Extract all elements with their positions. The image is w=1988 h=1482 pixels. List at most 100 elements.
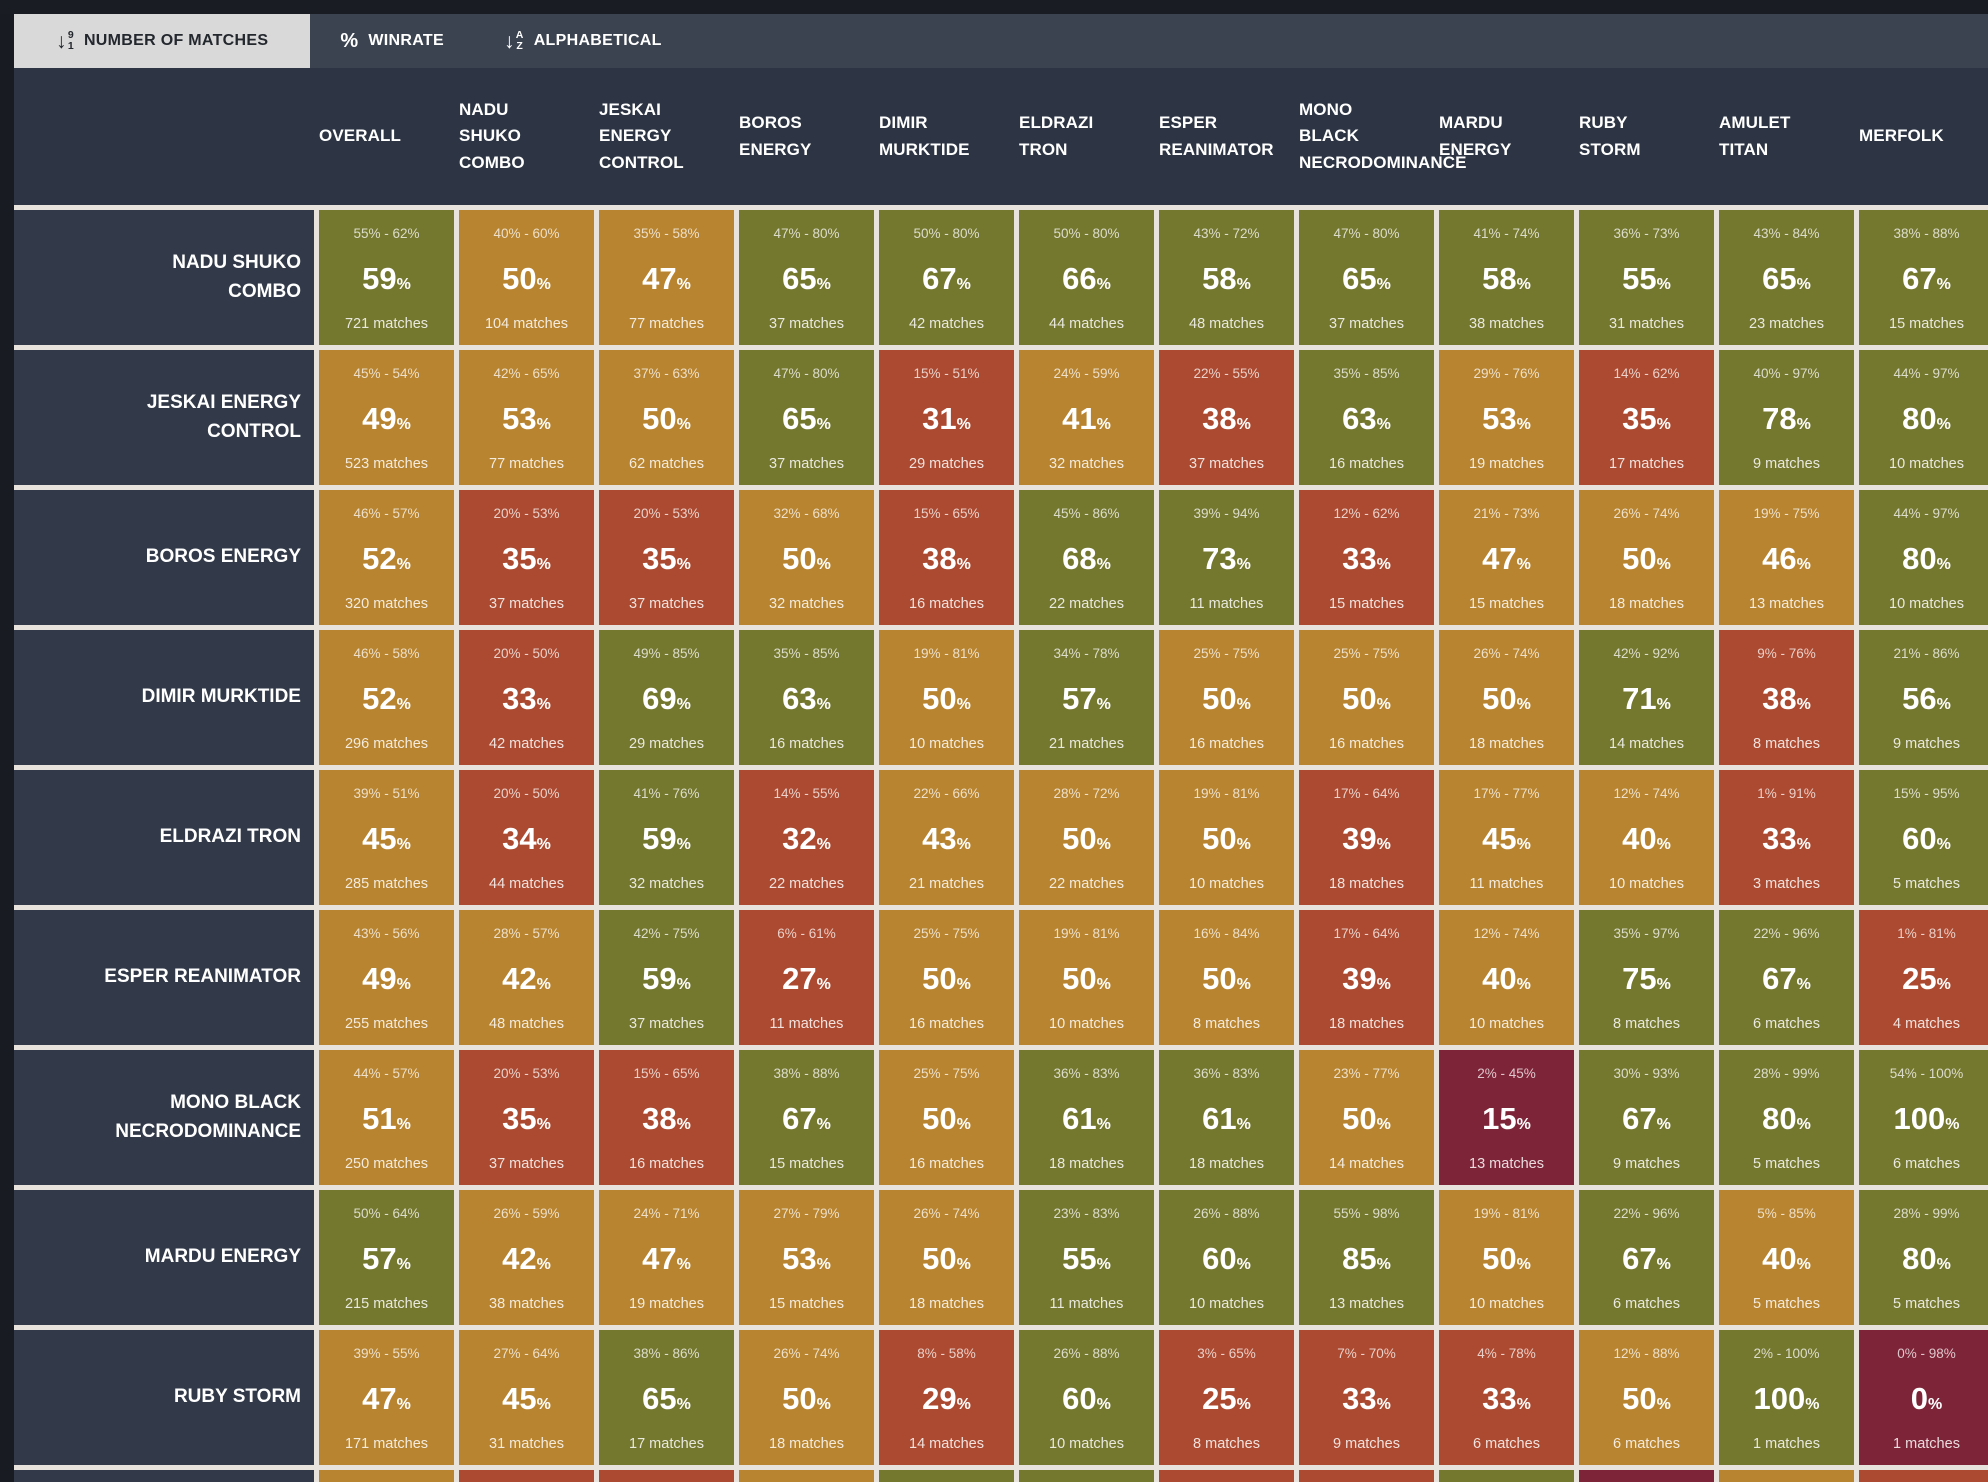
sort-by-winrate-button[interactable]: % WINRATE — [310, 14, 474, 68]
matchup-cell[interactable]: 27% - 79% 53% 15 matches — [739, 1190, 874, 1325]
row-label[interactable] — [14, 1470, 314, 1482]
matchup-cell[interactable] — [319, 1470, 454, 1482]
matchup-cell[interactable] — [1439, 1470, 1574, 1482]
matchup-cell[interactable]: 4% - 78% 33% 6 matches — [1439, 1330, 1574, 1465]
matchup-cell[interactable]: 26% - 74% 50% 18 matches — [739, 1330, 874, 1465]
matchup-cell[interactable]: 20% - 50% 34% 44 matches — [459, 770, 594, 905]
matchup-cell[interactable]: 42% - 75% 59% 37 matches — [599, 910, 734, 1045]
matchup-cell[interactable]: 20% - 53% 35% 37 matches — [459, 1050, 594, 1185]
matchup-cell[interactable]: 34% - 78% 57% 21 matches — [1019, 630, 1154, 765]
matchup-cell[interactable]: 28% - 99% 80% 5 matches — [1719, 1050, 1854, 1185]
matchup-cell[interactable]: 1% - 91% 33% 3 matches — [1719, 770, 1854, 905]
matchup-cell[interactable]: 17% - 64% 39% 18 matches — [1299, 910, 1434, 1045]
matchup-cell[interactable]: 55% - 62% 59% 721 matches — [319, 210, 454, 345]
matchup-cell[interactable]: 46% - 58% 52% 296 matches — [319, 630, 454, 765]
column-header[interactable]: NADU SHUKO COMBO — [459, 68, 599, 205]
matchup-cell[interactable]: 15% - 95% 60% 5 matches — [1859, 770, 1988, 905]
matchup-cell[interactable]: 27% - 64% 45% 31 matches — [459, 1330, 594, 1465]
matchup-cell[interactable] — [1859, 1470, 1988, 1482]
matchup-cell[interactable]: 44% - 97% 80% 10 matches — [1859, 350, 1988, 485]
matchup-cell[interactable]: 12% - 74% 40% 10 matches — [1579, 770, 1714, 905]
column-header[interactable]: BOROS ENERGY — [739, 68, 879, 205]
matchup-cell[interactable]: 0% - 98% 0% 1 matches — [1859, 1330, 1988, 1465]
matchup-cell[interactable]: 28% - 57% 42% 48 matches — [459, 910, 594, 1045]
matchup-cell[interactable]: 26% - 88% 60% 10 matches — [1019, 1330, 1154, 1465]
matchup-cell[interactable]: 25% - 75% 50% 16 matches — [879, 910, 1014, 1045]
matchup-cell[interactable] — [1019, 1470, 1154, 1482]
matchup-cell[interactable]: 47% - 80% 65% 37 matches — [739, 350, 874, 485]
matchup-cell[interactable]: 45% - 86% 68% 22 matches — [1019, 490, 1154, 625]
matchup-cell[interactable]: 19% - 81% 50% 10 matches — [879, 630, 1014, 765]
matchup-cell[interactable]: 39% - 55% 47% 171 matches — [319, 1330, 454, 1465]
matchup-cell[interactable]: 16% - 84% 50% 8 matches — [1159, 910, 1294, 1045]
matchup-cell[interactable]: 50% - 80% 67% 42 matches — [879, 210, 1014, 345]
matchup-cell[interactable]: 21% - 73% 47% 15 matches — [1439, 490, 1574, 625]
matchup-cell[interactable]: 30% - 93% 67% 9 matches — [1579, 1050, 1714, 1185]
matchup-cell[interactable]: 50% - 80% 66% 44 matches — [1019, 210, 1154, 345]
matchup-cell[interactable]: 22% - 96% 67% 6 matches — [1579, 1190, 1714, 1325]
row-label[interactable]: ESPER REANIMATOR — [14, 910, 314, 1045]
matchup-cell[interactable]: 43% - 72% 58% 48 matches — [1159, 210, 1294, 345]
matchup-cell[interactable]: 3% - 65% 25% 8 matches — [1159, 1330, 1294, 1465]
matchup-cell[interactable]: 2% - 45% 15% 13 matches — [1439, 1050, 1574, 1185]
matchup-cell[interactable]: 35% - 58% 47% 77 matches — [599, 210, 734, 345]
matchup-cell[interactable]: 22% - 55% 38% 37 matches — [1159, 350, 1294, 485]
matchup-cell[interactable]: 6% - 61% 27% 11 matches — [739, 910, 874, 1045]
matchup-cell[interactable] — [739, 1470, 874, 1482]
row-label[interactable]: NADU SHUKO COMBO — [14, 210, 314, 345]
column-header[interactable]: DIMIR MURKTIDE — [879, 68, 1019, 205]
matchup-cell[interactable]: 26% - 74% 50% 18 matches — [1439, 630, 1574, 765]
matchup-cell[interactable]: 14% - 62% 35% 17 matches — [1579, 350, 1714, 485]
matchup-cell[interactable]: 26% - 74% 50% 18 matches — [1579, 490, 1714, 625]
matchup-cell[interactable]: 37% - 63% 50% 62 matches — [599, 350, 734, 485]
matchup-cell[interactable]: 25% - 75% 50% 16 matches — [1159, 630, 1294, 765]
matchup-cell[interactable] — [879, 1470, 1014, 1482]
matchup-cell[interactable]: 50% - 64% 57% 215 matches — [319, 1190, 454, 1325]
matchup-cell[interactable]: 26% - 74% 50% 18 matches — [879, 1190, 1014, 1325]
column-header[interactable]: RUBY STORM — [1579, 68, 1719, 205]
matchup-cell[interactable]: 35% - 85% 63% 16 matches — [739, 630, 874, 765]
matchup-cell[interactable]: 41% - 74% 58% 38 matches — [1439, 210, 1574, 345]
matchup-cell[interactable]: 36% - 83% 61% 18 matches — [1019, 1050, 1154, 1185]
matchup-cell[interactable]: 17% - 64% 39% 18 matches — [1299, 770, 1434, 905]
matchup-cell[interactable]: 22% - 66% 43% 21 matches — [879, 770, 1014, 905]
matchup-cell[interactable]: 22% - 96% 67% 6 matches — [1719, 910, 1854, 1045]
matchup-cell[interactable]: 44% - 57% 51% 250 matches — [319, 1050, 454, 1185]
matchup-cell[interactable]: 38% - 88% 67% 15 matches — [1859, 210, 1988, 345]
matchup-cell[interactable]: 25% - 75% 50% 16 matches — [879, 1050, 1014, 1185]
sort-by-matches-button[interactable]: ↓ 9 1 NUMBER OF MATCHES — [14, 14, 311, 68]
matchup-cell[interactable]: 25% - 75% 50% 16 matches — [1299, 630, 1434, 765]
matchup-cell[interactable]: 12% - 88% 50% 6 matches — [1579, 1330, 1714, 1465]
matchup-cell[interactable]: 40% - 97% 78% 9 matches — [1719, 350, 1854, 485]
matchup-cell[interactable]: 1% - 81% 25% 4 matches — [1859, 910, 1988, 1045]
matchup-cell[interactable]: 39% - 94% 73% 11 matches — [1159, 490, 1294, 625]
row-label[interactable]: RUBY STORM — [14, 1330, 314, 1465]
matchup-cell[interactable]: 19% - 81% 50% 10 matches — [1159, 770, 1294, 905]
row-label[interactable]: BOROS ENERGY — [14, 490, 314, 625]
matchup-cell[interactable]: 55% - 98% 85% 13 matches — [1299, 1190, 1434, 1325]
matchup-cell[interactable] — [599, 1470, 734, 1482]
column-header[interactable]: MERFOLK — [1859, 68, 1988, 205]
matchup-cell[interactable]: 14% - 55% 32% 22 matches — [739, 770, 874, 905]
matchup-cell[interactable]: 36% - 73% 55% 31 matches — [1579, 210, 1714, 345]
matchup-cell[interactable]: 23% - 83% 55% 11 matches — [1019, 1190, 1154, 1325]
matchup-cell[interactable]: 20% - 53% 35% 37 matches — [459, 490, 594, 625]
column-header[interactable]: OVERALL — [319, 68, 459, 205]
matchup-cell[interactable]: 46% - 57% 52% 320 matches — [319, 490, 454, 625]
column-header[interactable]: MARDU ENERGY — [1439, 68, 1579, 205]
matchup-cell[interactable]: 47% - 80% 65% 37 matches — [1299, 210, 1434, 345]
matchup-cell[interactable]: 19% - 81% 50% 10 matches — [1439, 1190, 1574, 1325]
matchup-cell[interactable]: 43% - 56% 49% 255 matches — [319, 910, 454, 1045]
column-header[interactable]: JESKAI ENERGY CONTROL — [599, 68, 739, 205]
matchup-cell[interactable]: 20% - 53% 35% 37 matches — [599, 490, 734, 625]
matchup-cell[interactable]: 35% - 97% 75% 8 matches — [1579, 910, 1714, 1045]
matchup-cell[interactable]: 24% - 59% 41% 32 matches — [1019, 350, 1154, 485]
matchup-cell[interactable]: 21% - 86% 56% 9 matches — [1859, 630, 1988, 765]
row-label[interactable]: MARDU ENERGY — [14, 1190, 314, 1325]
matchup-cell[interactable]: 15% - 51% 31% 29 matches — [879, 350, 1014, 485]
matchup-cell[interactable]: 19% - 81% 50% 10 matches — [1019, 910, 1154, 1045]
matchup-cell[interactable]: 49% - 85% 69% 29 matches — [599, 630, 734, 765]
matchup-cell[interactable]: 39% - 51% 45% 285 matches — [319, 770, 454, 905]
matchup-cell[interactable]: 41% - 76% 59% 32 matches — [599, 770, 734, 905]
matchup-cell[interactable]: 42% - 92% 71% 14 matches — [1579, 630, 1714, 765]
